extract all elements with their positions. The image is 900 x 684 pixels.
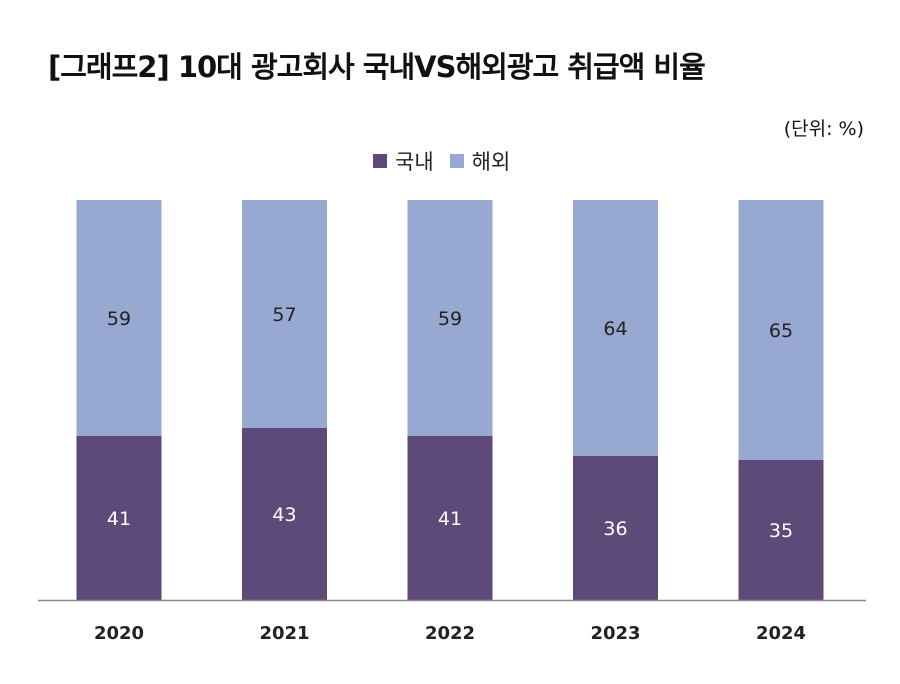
x-tick-label-2023: 2023 xyxy=(590,623,640,644)
data-label-domestic-2022: 41 xyxy=(438,508,462,530)
legend-label-domestic: 국내 xyxy=(395,150,434,174)
x-tick-label-2021: 2021 xyxy=(259,623,309,644)
bar-domestic-2020 xyxy=(76,436,162,600)
x-tick-label-2022: 2022 xyxy=(425,623,475,644)
data-label-domestic-2024: 35 xyxy=(769,520,793,542)
bar-domestic-2021 xyxy=(242,428,327,600)
bar-domestic-2023 xyxy=(573,456,658,600)
data-label-overseas-2021: 57 xyxy=(272,304,296,326)
legend: 국내 해외 xyxy=(373,146,526,176)
bar-overseas-2024 xyxy=(738,200,824,460)
bar-domestic-2022 xyxy=(407,436,493,600)
legend-swatch-domestic xyxy=(373,154,387,168)
x-tick-label-2020: 2020 xyxy=(94,623,144,644)
data-label-overseas-2020: 59 xyxy=(107,308,131,330)
data-label-domestic-2023: 36 xyxy=(603,518,627,540)
legend-swatch-overseas xyxy=(449,154,464,168)
data-label-domestic-2021: 43 xyxy=(272,504,296,526)
bar-domestic-2024 xyxy=(738,460,824,600)
legend-item-overseas: 해외 xyxy=(449,146,511,176)
data-label-overseas-2024: 65 xyxy=(769,320,793,342)
bar-overseas-2021 xyxy=(242,200,327,428)
bar-overseas-2023 xyxy=(573,200,658,456)
legend-item-domestic: 국내 xyxy=(373,146,434,176)
unit-label: (단위: %) xyxy=(783,118,864,140)
bar-overseas-2020 xyxy=(76,200,162,436)
bar-overseas-2022 xyxy=(407,200,493,436)
data-label-overseas-2022: 59 xyxy=(438,308,462,330)
legend-label-overseas: 해외 xyxy=(471,150,511,174)
chart-title: [그래프2] 10대 광고회사 국내VS해외광고 취급액 비율 xyxy=(48,50,706,84)
x-tick-label-2024: 2024 xyxy=(756,623,806,644)
data-label-overseas-2023: 64 xyxy=(603,318,627,340)
data-label-domestic-2020: 41 xyxy=(107,508,131,530)
